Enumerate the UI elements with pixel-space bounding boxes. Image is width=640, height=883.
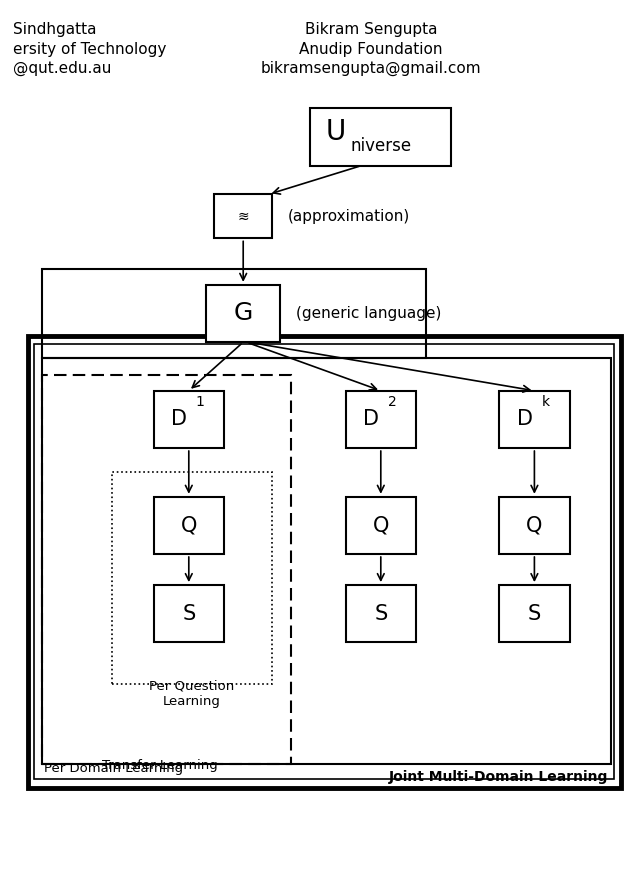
Text: Q: Q [372,516,389,535]
Text: Per Domain Learning: Per Domain Learning [44,762,182,775]
Text: Transfer Learning: Transfer Learning [102,759,218,773]
Text: Q: Q [180,516,197,535]
Bar [214,194,272,238]
Bar [346,496,416,555]
Text: D: D [517,410,532,429]
Bar [42,375,291,764]
Text: S: S [182,604,195,623]
Bar [154,390,224,448]
Text: D: D [364,410,379,429]
Text: 1: 1 [196,395,205,409]
Bar [346,585,416,643]
Text: G: G [234,301,253,326]
Text: 2: 2 [388,395,397,409]
Text: Q: Q [526,516,543,535]
Text: S: S [374,604,387,623]
Text: ≋: ≋ [237,209,249,223]
Bar [499,496,570,555]
Bar [34,344,614,779]
Text: bikramsengupta@gmail.com: bikramsengupta@gmail.com [261,61,481,76]
Bar [112,472,272,684]
Bar [310,108,451,166]
Text: k: k [542,395,550,409]
Bar [499,585,570,643]
Text: Bikram Sengupta: Bikram Sengupta [305,22,438,37]
Text: Sindhgatta: Sindhgatta [13,22,96,37]
Text: @qut.edu.au: @qut.edu.au [13,61,111,76]
Bar [28,336,621,788]
Text: (generic language): (generic language) [296,306,442,321]
Text: (approximation): (approximation) [288,209,410,223]
Text: Joint Multi-Domain Learning: Joint Multi-Domain Learning [388,770,608,784]
Text: niverse: niverse [350,137,412,155]
Text: Anudip Foundation: Anudip Foundation [300,42,443,57]
Bar [42,358,611,764]
Text: S: S [528,604,541,623]
Text: ersity of Technology: ersity of Technology [13,42,166,57]
Bar [42,269,426,358]
Text: U: U [325,118,346,147]
Text: D: D [172,410,187,429]
Text: Per Question
Learning: Per Question Learning [149,680,235,708]
Bar [154,496,224,555]
Bar [206,284,280,342]
Bar [499,390,570,448]
Bar [154,585,224,643]
Bar [346,390,416,448]
